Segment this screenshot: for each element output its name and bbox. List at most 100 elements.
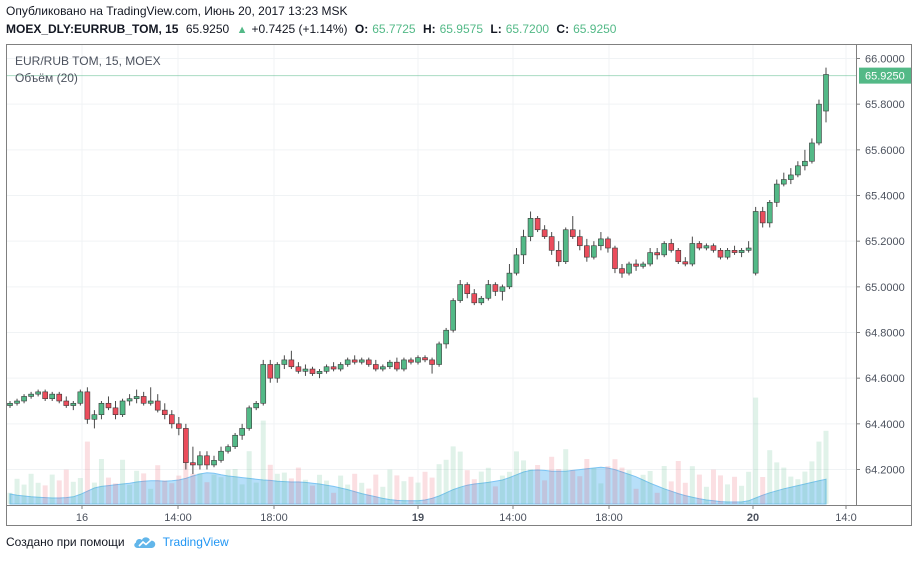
- volume-bar: [675, 461, 681, 504]
- volume-bar: [521, 460, 527, 504]
- candle-body: [795, 165, 801, 176]
- volume-bar: [352, 473, 358, 504]
- candle-body: [63, 400, 70, 406]
- volume-bar: [739, 485, 745, 504]
- candle-body: [21, 396, 27, 402]
- time-tick-label: 18:00: [260, 512, 288, 524]
- volume-bar: [774, 462, 780, 504]
- volume-bar: [176, 475, 182, 504]
- volume-bar: [387, 469, 393, 504]
- candle-body: [28, 393, 34, 397]
- legend-volume[interactable]: Объём (20): [15, 71, 78, 85]
- candle-body: [591, 245, 597, 258]
- volume-bar: [725, 484, 731, 504]
- candle-body: [351, 359, 358, 363]
- candle-body: [337, 364, 344, 370]
- candle-body: [759, 211, 766, 224]
- candle-body: [161, 409, 168, 415]
- candle-body: [696, 243, 703, 249]
- volume-bar: [760, 477, 766, 504]
- volume-bar: [204, 482, 210, 504]
- volume-bar: [612, 459, 618, 504]
- candle-body: [619, 268, 625, 274]
- volume-bar: [317, 474, 323, 504]
- candle-body: [415, 357, 421, 363]
- candle-body: [605, 238, 611, 249]
- close-value: 65.9250: [573, 22, 617, 36]
- volume-bar: [134, 470, 140, 504]
- volume-bar: [295, 467, 301, 504]
- candle-body: [682, 261, 689, 265]
- candle-body: [436, 343, 442, 365]
- volume-bar: [605, 466, 611, 504]
- candle-body: [668, 243, 675, 251]
- symbol-line: MOEX_DLY:EURRUB_TOM, 15 65.9250 ▲ +0.7425…: [6, 22, 620, 36]
- tradingview-link[interactable]: TradingView: [133, 535, 229, 549]
- candle-body: [77, 391, 84, 404]
- volume-bar: [35, 482, 41, 504]
- candle-body: [42, 391, 48, 400]
- candle-body: [675, 250, 682, 263]
- volume-bar: [746, 471, 752, 504]
- candle-body: [788, 174, 794, 180]
- candle-body: [506, 272, 513, 288]
- volume-bar: [471, 479, 477, 504]
- candle-body: [323, 366, 330, 372]
- volume-bar: [542, 480, 548, 504]
- volume-bar: [21, 484, 27, 504]
- chart-pane[interactable]: [6, 44, 857, 506]
- volume-bar: [654, 492, 660, 504]
- volume-bar: [528, 469, 534, 504]
- candle-body: [555, 250, 562, 263]
- volume-bar: [809, 461, 815, 504]
- volume-bar: [556, 469, 562, 504]
- candle-body: [91, 414, 98, 420]
- brand-name: TradingView: [162, 535, 229, 549]
- time-axis[interactable]: [6, 505, 912, 526]
- volume-bar: [464, 470, 470, 504]
- time-tick-label: 16: [76, 512, 88, 524]
- volume-bar: [710, 469, 716, 504]
- volume-bar: [823, 430, 829, 504]
- price-tick-label: 64.8000: [865, 328, 905, 340]
- candle-body: [576, 236, 583, 247]
- candle-body: [232, 434, 238, 447]
- volume-bar: [781, 467, 787, 504]
- candle-body: [809, 142, 815, 162]
- low-value: 65.7200: [505, 22, 550, 36]
- volume-bar: [218, 477, 224, 504]
- volume-bar: [7, 492, 13, 504]
- volume-bar: [98, 459, 104, 504]
- price-tick-label: 65.2000: [865, 236, 905, 248]
- symbol-name[interactable]: MOEX_DLY:EURRUB_TOM, 15: [6, 22, 179, 36]
- candle-body: [612, 247, 618, 269]
- candle-body: [773, 183, 780, 203]
- volume-bar: [190, 473, 196, 504]
- price-axis[interactable]: [856, 44, 912, 506]
- volume-bar: [302, 479, 308, 504]
- volume-bar: [211, 474, 217, 504]
- volume-bar: [324, 480, 330, 504]
- candle-body: [358, 359, 365, 363]
- volume-bar: [626, 470, 632, 504]
- last-price-badge: [859, 67, 911, 84]
- up-triangle-icon: ▲: [236, 24, 248, 36]
- volume-bar: [338, 475, 344, 504]
- candle-body: [218, 450, 224, 461]
- candle-body: [499, 286, 506, 292]
- candle-body: [598, 238, 604, 247]
- price-tick-label: 64.4000: [865, 419, 905, 431]
- candle-body: [661, 243, 668, 256]
- price-tick-label: 65.4000: [865, 191, 905, 203]
- legend-symbol[interactable]: EUR/RUB TOM, 15, MOEX: [15, 54, 161, 68]
- volume-bar: [49, 474, 55, 504]
- volume-bar: [105, 477, 111, 504]
- published-line: Опубликовано на TradingView.com, Июнь 20…: [6, 4, 348, 18]
- candle-body: [464, 284, 471, 294]
- volume-bar: [246, 451, 252, 504]
- candle-body: [7, 402, 13, 406]
- price-tick-label: 66.0000: [865, 54, 905, 66]
- candle-body: [372, 364, 379, 370]
- candle-body: [225, 446, 231, 452]
